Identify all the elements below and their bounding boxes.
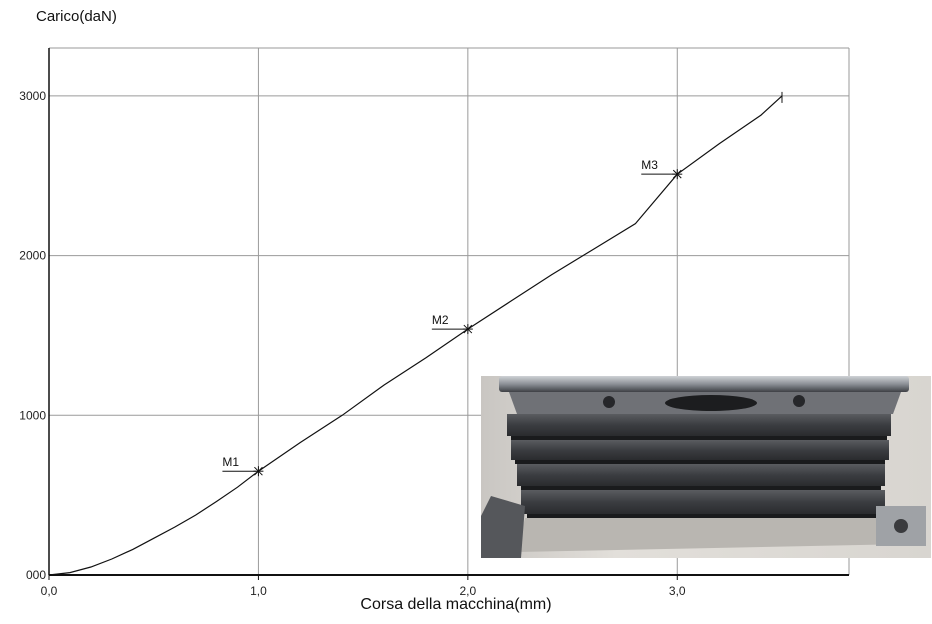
series-layer [48,91,783,576]
specimen-photo [481,376,931,558]
marker-label-2: M3 [641,158,658,172]
plate-3 [517,464,885,486]
y-axis-title: Carico(daN) [36,8,117,25]
marker-label-1: M2 [432,313,449,327]
plate-2 [511,440,889,460]
marker-m1: M1 [222,455,264,477]
series-line-0 [48,95,783,576]
x-tick-label-0: 0,0 [41,584,58,598]
tick-label-layer: 0,0 1,0 2,0 3,0 000 1000 2000 3000 [19,89,686,598]
grid-layer [49,47,850,575]
marker-m2: M2 [431,313,473,335]
plate-1 [507,414,891,436]
plate-4 [521,490,885,514]
axes-layer [48,48,849,576]
y-tick-label-1: 1000 [19,408,46,422]
marker-label-0: M1 [222,455,239,469]
lower-platen [517,518,911,552]
marker-m3: M3 [641,158,683,180]
marker-layer: M1 M2 M3 [222,158,683,477]
upper-platen [499,376,909,392]
x-tick-label-2: 2,0 [460,584,477,598]
x-tick-label-1: 1,0 [250,584,267,598]
y-tick-label-0: 000 [26,568,46,582]
y-tick-label-2: 2000 [19,249,46,263]
x-axis-title: Corsa della macchina(mm) [360,596,552,613]
x-tick-label-3: 3,0 [669,584,686,598]
y-tick-label-3: 3000 [19,89,46,103]
